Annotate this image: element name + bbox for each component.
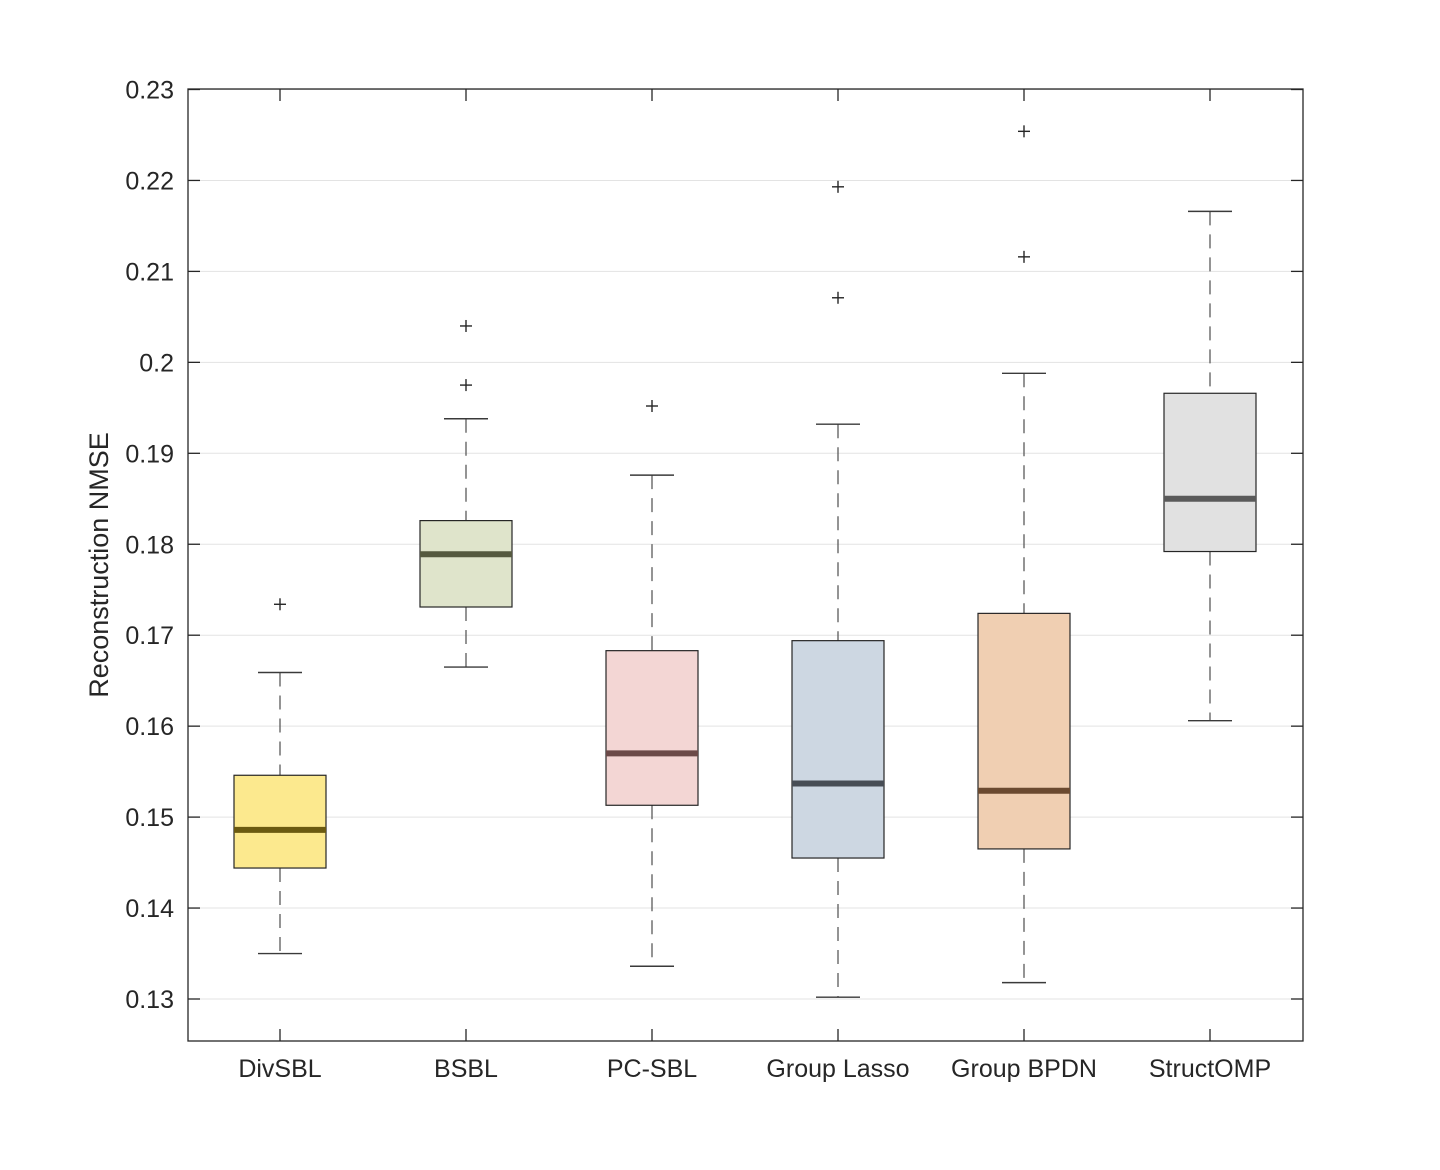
x-tick-label: PC-SBL [607, 1055, 697, 1083]
y-tick-label: 0.22 [125, 167, 174, 195]
x-tick-label: Group Lasso [766, 1055, 909, 1083]
y-axis-label: Reconstruction NMSE [84, 432, 114, 698]
iqr-box [605, 650, 699, 806]
x-tick-labels: DivSBL BSBL PC-SBL Group Lasso Group BPDN Str… [238, 1055, 1271, 1083]
outlier-marker [460, 319, 472, 332]
x-tick-label: DivSBL [238, 1055, 321, 1083]
outlier-marker [646, 400, 658, 413]
axis-ticks [188, 88, 1303, 1041]
box-group-3 [791, 180, 885, 998]
x-tick-label: StructOMP [1149, 1055, 1271, 1083]
outlier-marker [1018, 250, 1030, 263]
outlier-marker [1018, 125, 1030, 138]
box-group-2 [605, 400, 699, 967]
outlier-marker [460, 379, 472, 392]
outlier-marker [832, 291, 844, 304]
iqr-box [791, 640, 885, 859]
box-group-1 [419, 319, 513, 668]
y-tick-label: 0.14 [125, 895, 174, 923]
y-tick-labels: 0.13 0.14 0.15 0.16 0.17 0.18 0.19 0.2 0.21 0.22 0… [125, 77, 174, 1015]
y-tick-label: 0.16 [125, 713, 174, 741]
iqr-box [233, 774, 327, 869]
y-tick-label: 0.17 [125, 622, 174, 650]
y-tick-label: 0.13 [125, 986, 174, 1014]
y-tick-label: 0.19 [125, 440, 174, 468]
outlier-marker [274, 598, 286, 611]
x-tick-label: Group BPDN [951, 1055, 1097, 1083]
boxes [233, 125, 1257, 998]
y-tick-label: 0.18 [125, 531, 174, 559]
outlier-marker [832, 180, 844, 193]
box-group-0 [233, 598, 327, 955]
y-tick-label: 0.2 [139, 349, 174, 377]
box-group-4 [977, 125, 1071, 984]
iqr-box [1163, 392, 1257, 553]
iqr-box [419, 520, 513, 608]
iqr-box [977, 612, 1071, 850]
y-tick-label: 0.21 [125, 258, 174, 286]
box-group-5 [1163, 210, 1257, 722]
grid-lines [188, 89, 1303, 1000]
x-tick-label: BSBL [434, 1055, 498, 1083]
y-tick-label: 0.15 [125, 804, 174, 832]
plot-frame [187, 88, 1304, 1042]
y-tick-label: 0.23 [125, 77, 174, 105]
